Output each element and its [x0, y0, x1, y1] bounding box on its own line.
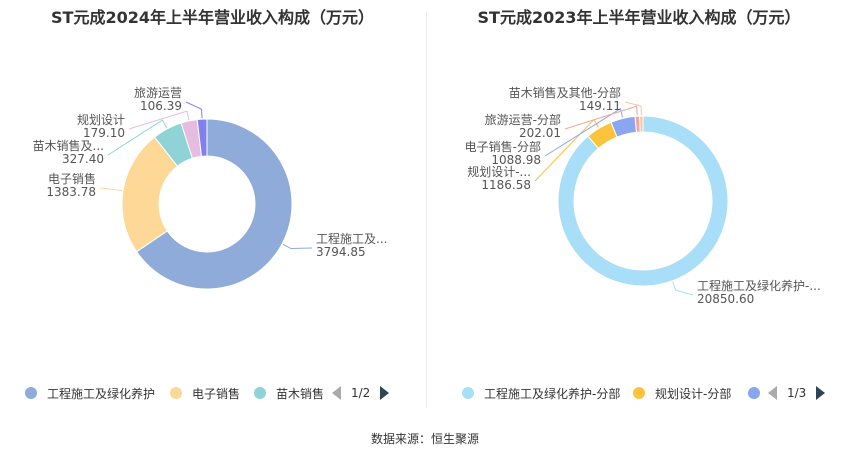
- label-leader-line: [672, 281, 694, 296]
- donut-slice[interactable]: [639, 115, 644, 133]
- label-leader-line: [99, 187, 123, 192]
- legend-page-indicator: 1/3: [787, 386, 807, 400]
- slice-value-label: 1186.58: [481, 178, 531, 192]
- legend-marker: [254, 387, 266, 399]
- legend-2024: 工程施工及绿化养护 电子销售 苗木销售 1/2: [0, 383, 425, 403]
- slice-value-label: 20850.60: [697, 292, 754, 306]
- legend-pager: 1/2: [332, 383, 390, 403]
- label-leader-line: [185, 101, 203, 119]
- data-source-note: 数据来源：恒生聚源: [370, 432, 479, 446]
- legend-marker: [462, 387, 474, 399]
- legend-marker: [633, 387, 645, 399]
- legend-label: 规划设计-分部: [655, 386, 732, 401]
- slice-label: 规划设计: [77, 112, 125, 127]
- legend-2023: 工程施工及绿化养护-分部 规划设计-分部 1/3: [428, 383, 850, 403]
- legend-pager: 1/3: [768, 383, 826, 403]
- next-page-icon[interactable]: [816, 386, 826, 400]
- legend-item[interactable]: 苗木销售: [254, 383, 324, 403]
- donut-slice[interactable]: [196, 118, 208, 157]
- slice-value-label: 179.10: [83, 126, 125, 140]
- slice-value-label: 1088.98: [491, 153, 541, 167]
- chart-panel-2023: ST元成2023年上半年营业收入构成（万元） 工程施工及绿化养护-... 2085…: [428, 0, 850, 410]
- prev-page-icon[interactable]: [332, 386, 341, 400]
- legend-marker: [25, 387, 37, 399]
- slice-label: 苗木销售及...: [33, 138, 104, 153]
- slice-label: 规划设计-...: [467, 164, 531, 179]
- donut-slice[interactable]: [557, 115, 729, 287]
- slice-label: 工程施工及绿化养护-...: [697, 278, 821, 293]
- legend-item[interactable]: 规划设计-分部: [633, 383, 731, 403]
- chart-title: ST元成2024年上半年营业收入构成（万元）: [51, 8, 374, 27]
- slice-value-label: 106.39: [140, 99, 182, 113]
- slice-value-label: 149.11: [579, 99, 621, 113]
- donut-slice[interactable]: [135, 118, 293, 290]
- legend-marker: [748, 387, 760, 399]
- legend-page-indicator: 1/2: [351, 386, 371, 400]
- label-leader-line: [282, 243, 313, 250]
- legend-item[interactable]: 工程施工及绿化养护: [25, 383, 155, 403]
- slice-value-label: 3794.85: [316, 245, 366, 259]
- label-leader-line: [624, 101, 642, 116]
- slice-label: 旅游运营-分部: [485, 112, 561, 127]
- prev-page-icon[interactable]: [768, 386, 777, 400]
- slice-label: 工程施工及...: [316, 231, 387, 246]
- label-leader-line: [564, 105, 638, 130]
- slice-value-label: 1383.78: [46, 185, 96, 199]
- label-leader-line: [544, 107, 624, 157]
- slice-label: 电子销售: [48, 171, 96, 186]
- next-page-icon[interactable]: [380, 386, 390, 400]
- legend-label: 苗木销售: [276, 386, 325, 401]
- label-leader-line: [128, 110, 190, 130]
- legend-marker: [170, 387, 182, 399]
- slice-label: 苗木销售及其他-分部: [509, 85, 621, 100]
- panel-divider: [426, 12, 427, 408]
- slice-label: 电子销售-分部: [465, 139, 541, 154]
- legend-item[interactable]: 工程施工及绿化养护-分部: [462, 383, 620, 403]
- donut-chart-2023: 工程施工及绿化养护-...20850.60 规划设计-...1186.58 电子销售…: [465, 85, 821, 306]
- chart-panel-2024: ST元成2024年上半年营业收入构成（万元） 工程施工及... 3794.85 电子…: [0, 0, 425, 410]
- chart-title: ST元成2023年上半年营业收入构成（万元）: [477, 8, 801, 27]
- label-leader-line: [107, 119, 168, 156]
- slice-label: 旅游运营: [134, 86, 182, 100]
- legend-item[interactable]: 电子销售: [170, 383, 240, 403]
- slice-value-label: 327.40: [62, 152, 104, 166]
- slice-value-label: 202.01: [519, 126, 561, 140]
- legend-label: 工程施工及绿化养护: [47, 386, 156, 401]
- legend-label: 工程施工及绿化养护-分部: [484, 386, 621, 401]
- legend-label: 电子销售: [192, 386, 241, 401]
- legend-item[interactable]: [748, 383, 770, 403]
